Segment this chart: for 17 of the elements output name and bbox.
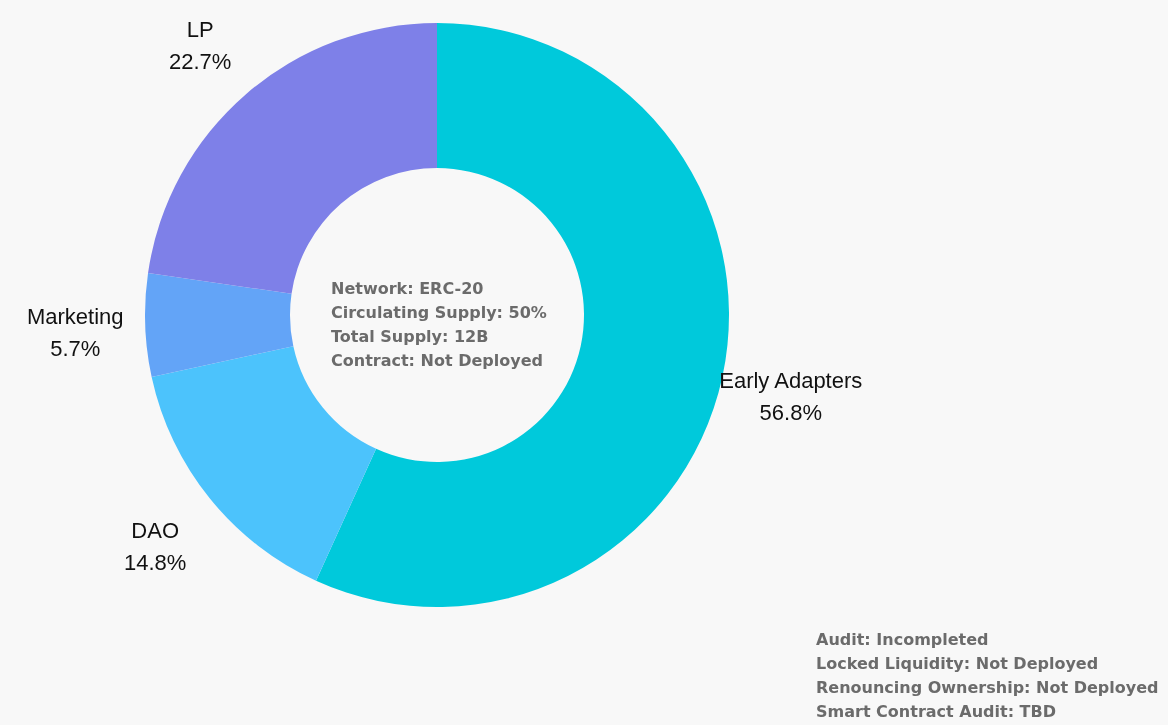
text: Locked Liquidity: Not Deployed [816, 654, 1099, 673]
slice-label: Marketing [26, 303, 124, 329]
text: Total Supply: 12B [331, 327, 489, 346]
data-label: 56.8% [759, 399, 822, 425]
text: Contract: Not Deployed [331, 351, 543, 370]
slice-label: LP [186, 17, 214, 43]
text: Network: ERC-20 [331, 279, 484, 298]
text: Renouncing Ownership: Not Deployed [816, 678, 1159, 697]
text: Circulating Supply: 50% [331, 303, 547, 322]
donut-slice [145, 272, 294, 377]
data-label: 22.7% [168, 49, 232, 75]
slice-label: DAO [131, 518, 180, 544]
text: Smart Contract Audit: TBD [816, 702, 1056, 721]
data-label: 14.8% [124, 550, 187, 576]
slice-label: Early Adapters [719, 367, 863, 393]
text: Audit: Incompleted [816, 630, 989, 649]
data-label: 5.7% [50, 335, 101, 361]
